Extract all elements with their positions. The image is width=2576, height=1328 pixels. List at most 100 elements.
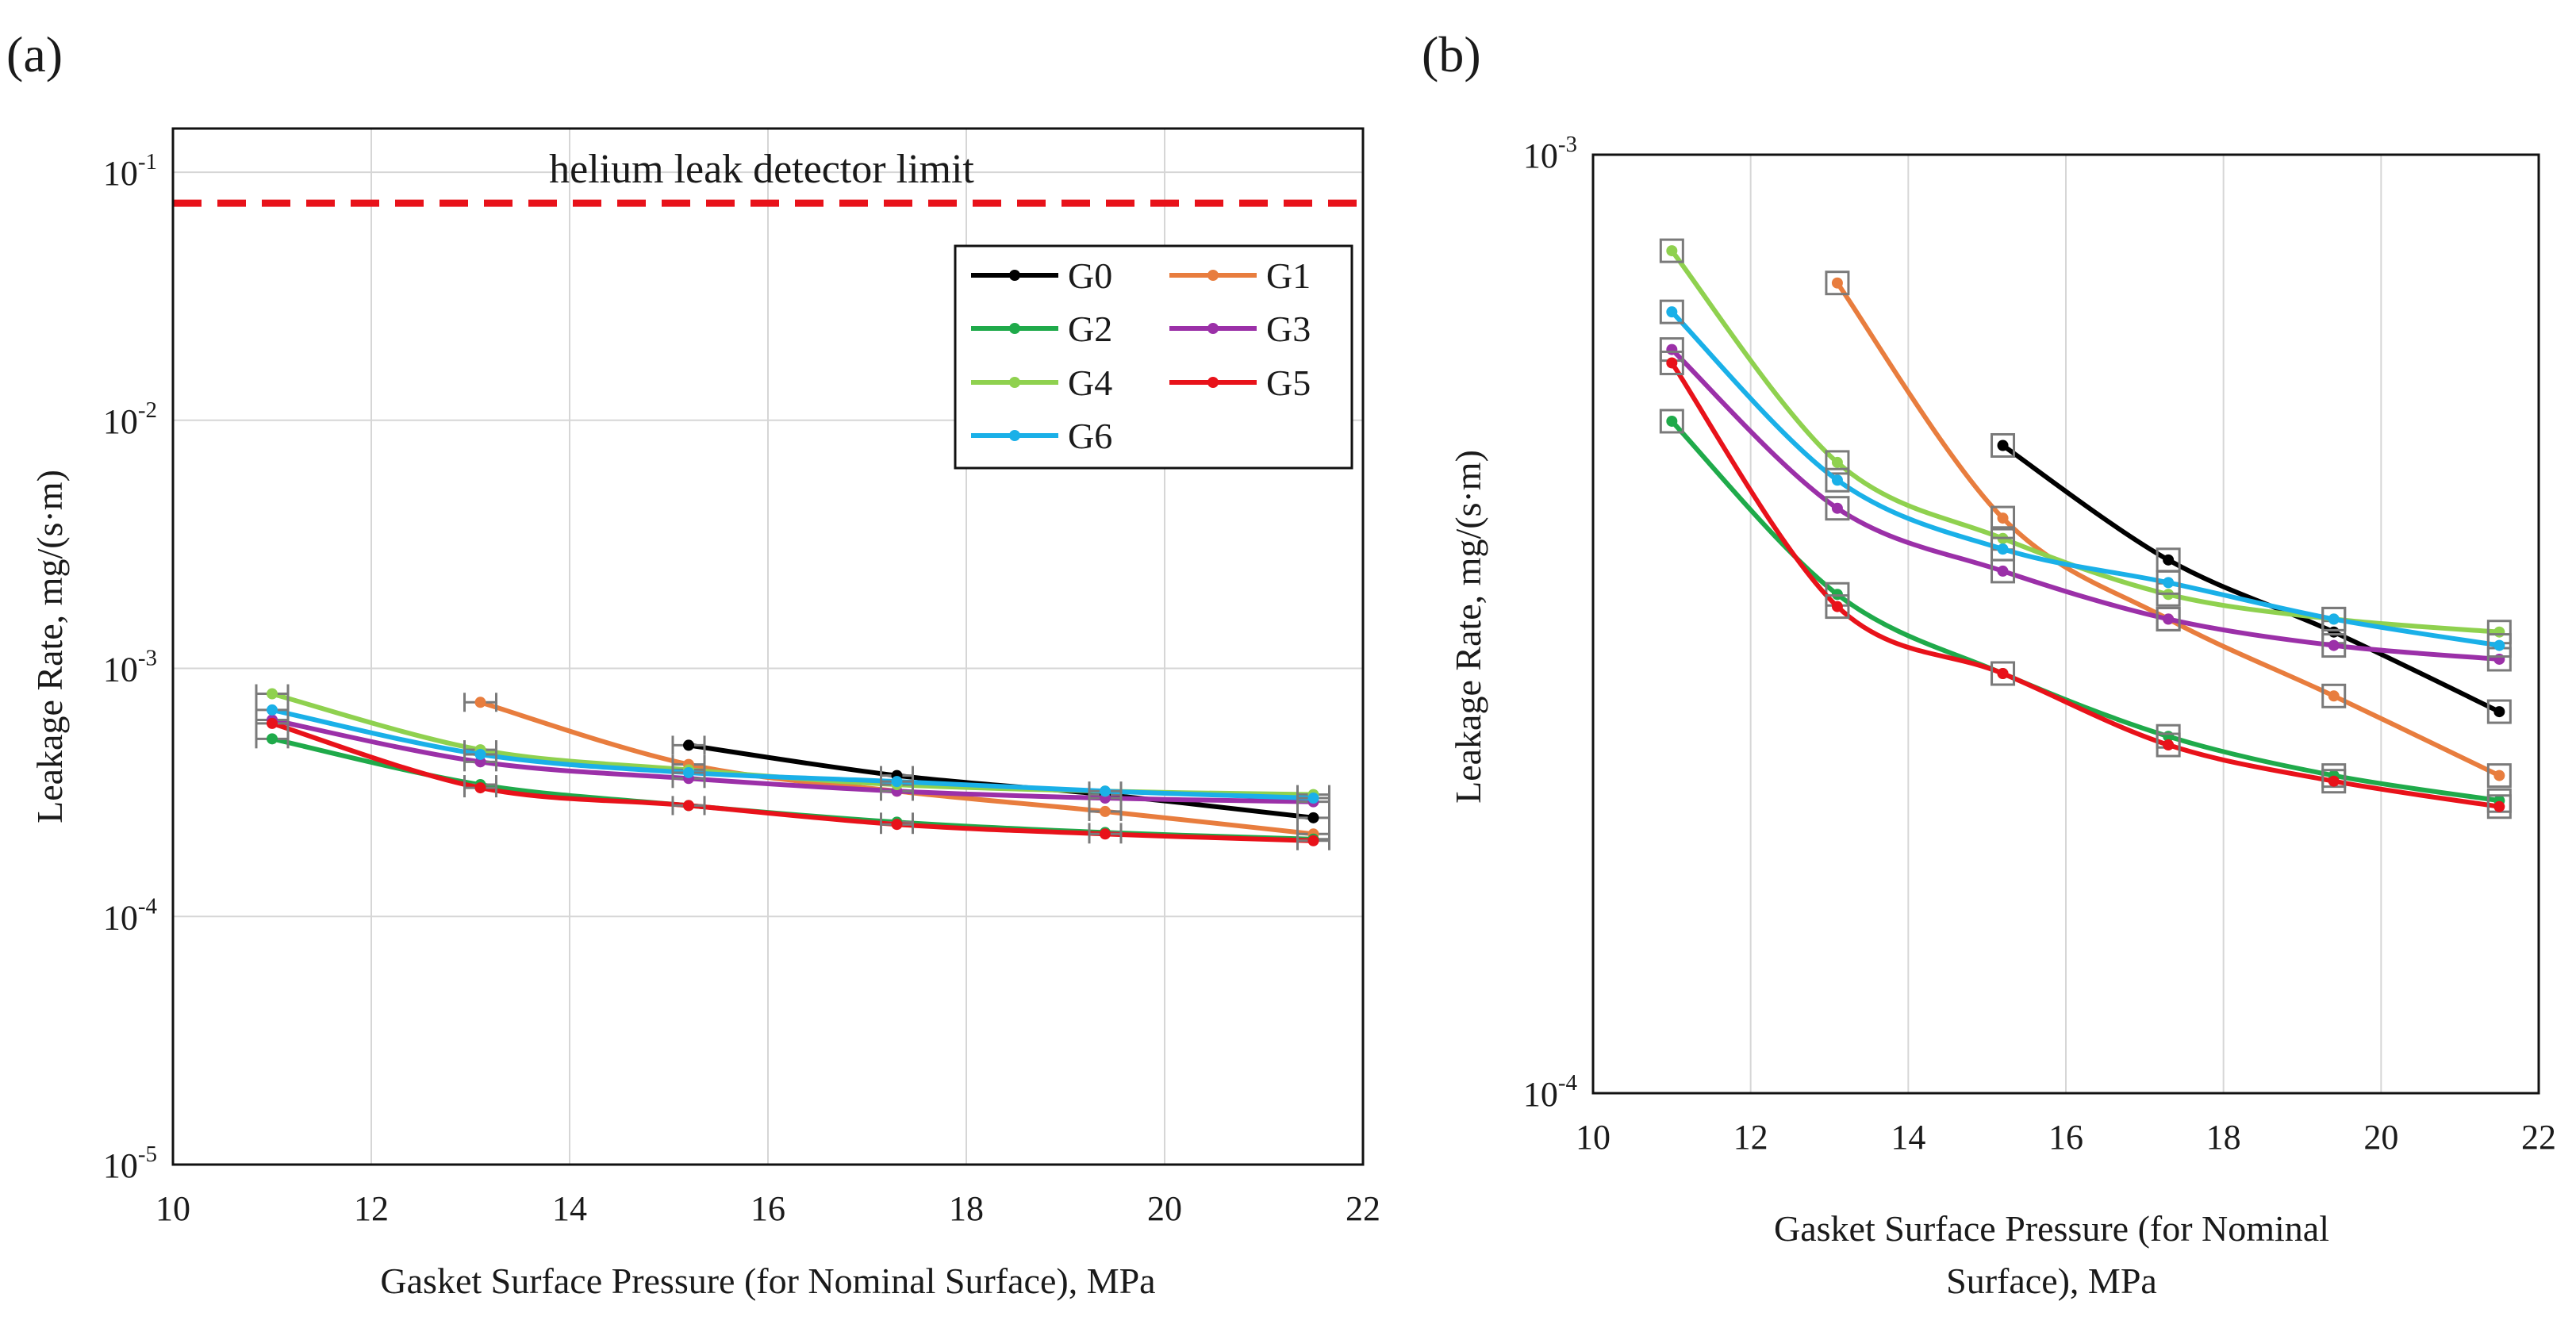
legend-marker-g6 <box>1009 430 1020 441</box>
error-bar-g6 <box>1659 299 1684 324</box>
x-tick-label: 14 <box>1891 1118 1925 1157</box>
error-box <box>1825 271 1850 296</box>
data-point-g1 <box>474 697 486 708</box>
y-axis-title-a: Leakage Rate, mg/(s·m) <box>29 470 70 823</box>
data-point-g6 <box>474 748 486 760</box>
error-bar-g5 <box>2156 732 2181 758</box>
error-box <box>1825 467 1850 493</box>
data-point-g5 <box>1997 668 2009 680</box>
data-point-g5 <box>1666 357 1678 369</box>
legend-box <box>954 244 1353 470</box>
series-line-g3 <box>270 717 1316 804</box>
error-bar-g0 <box>2486 699 2512 724</box>
data-point-g3 <box>1666 344 1678 355</box>
y-tick-label: 10-5 <box>103 1142 157 1185</box>
data-point-g6 <box>1100 785 1111 797</box>
legend-marker-g5 <box>1207 377 1219 388</box>
y-tick-label: 10-2 <box>103 397 157 441</box>
legend-marker-g0 <box>1009 270 1020 281</box>
x-tick-label: 18 <box>2206 1118 2241 1157</box>
error-box <box>1991 661 2016 686</box>
data-point-g0 <box>2328 626 2340 638</box>
x-tick-label: 10 <box>1576 1118 1610 1157</box>
legend-label-g1: G1 <box>1266 255 1311 296</box>
x-tick-labels-a: 10 12 14 16 18 20 22 <box>155 1189 1380 1228</box>
legend-marker-g2 <box>1009 323 1020 334</box>
y-axis-title-b: Leakage Rate, mg/(s·m) <box>1448 450 1488 804</box>
data-point-g4 <box>267 688 278 700</box>
y-tick-label: 10-3 <box>103 646 157 689</box>
error-box <box>1659 350 1684 375</box>
legend-marker-g3 <box>1207 323 1219 334</box>
y-tick-exponent: -3 <box>1558 132 1577 157</box>
error-box <box>1825 450 1850 475</box>
data-point-g6 <box>2493 639 2505 651</box>
data-point-g6 <box>1307 793 1319 804</box>
data-point-g1 <box>2493 770 2505 781</box>
x-axis-title-b-line2: Surface), MPa <box>1946 1261 2157 1301</box>
legend-item-g0: G0 <box>971 255 1112 296</box>
series-a <box>255 684 1330 850</box>
error-bar-g5 <box>1659 350 1684 375</box>
series-line-g5 <box>270 720 1316 843</box>
data-point-g6 <box>1997 543 2009 555</box>
legend-label-g4: G4 <box>1068 363 1112 403</box>
y-tick-exponent: -4 <box>1558 1070 1578 1096</box>
legend-item-g4: G4 <box>971 363 1112 403</box>
error-bar-g1 <box>1991 505 2016 531</box>
y-tick-label: 10-4 <box>103 893 158 937</box>
data-point-g6 <box>267 704 278 716</box>
series-line-g6 <box>1669 309 2502 648</box>
data-point-g6 <box>683 766 694 778</box>
panel-label-a: (a) <box>6 26 63 83</box>
data-point-g0 <box>2163 554 2175 566</box>
data-point-g5 <box>2493 800 2505 812</box>
error-box <box>1991 505 2016 531</box>
data-point-g3 <box>1831 502 1843 514</box>
error-box <box>2321 683 2347 708</box>
error-box <box>1991 432 2016 458</box>
y-tick-base: 10 <box>103 651 138 689</box>
error-box <box>2486 763 2512 789</box>
data-point-g0 <box>683 739 694 751</box>
panel-label-b: (b) <box>1422 26 1481 83</box>
x-tick-label: 18 <box>949 1189 984 1228</box>
data-point-g6 <box>891 776 903 788</box>
error-box <box>1991 536 2016 562</box>
series-b <box>1659 238 2512 819</box>
error-bar-g6 <box>1991 536 2016 562</box>
y-tick-base: 10 <box>103 402 138 441</box>
x-tick-label: 12 <box>1733 1118 1768 1157</box>
data-point-g0 <box>2493 706 2505 718</box>
data-point-g3 <box>1997 565 2009 577</box>
data-point-g5 <box>1100 828 1111 840</box>
y-tick-exponent: -1 <box>138 149 157 175</box>
x-tick-label: 10 <box>155 1189 190 1228</box>
data-point-g2 <box>1666 415 1678 427</box>
error-box <box>2156 732 2181 758</box>
data-point-g5 <box>683 800 694 812</box>
legend: G0 G1 G2 G3 G4 <box>954 244 1353 470</box>
legend-label-g5: G5 <box>1266 363 1311 403</box>
data-point-g5 <box>2163 739 2175 751</box>
legend-label-g0: G0 <box>1068 255 1112 296</box>
data-point-g1 <box>2328 690 2340 702</box>
error-bar-g6 <box>2156 570 2181 595</box>
error-box <box>2321 633 2347 658</box>
data-point-g5 <box>474 782 486 794</box>
error-bar-g1 <box>1825 271 1850 296</box>
error-bar-g3 <box>2156 606 2181 631</box>
data-point-g6 <box>2328 613 2340 625</box>
series-line-g5 <box>1669 360 2502 809</box>
legend-item-g6: G6 <box>971 416 1112 456</box>
helium-limit-annotation: helium leak detector limit <box>549 147 974 192</box>
data-point-g1 <box>1831 277 1843 289</box>
error-bar-g6 <box>1825 467 1850 493</box>
series-line-g0 <box>2000 443 2502 715</box>
error-bar-g2 <box>1659 409 1684 434</box>
legend-marker-g1 <box>1207 270 1219 281</box>
data-point-g5 <box>891 819 903 831</box>
y-tick-label: 10-1 <box>103 149 157 193</box>
error-bar-g1 <box>2321 683 2347 708</box>
